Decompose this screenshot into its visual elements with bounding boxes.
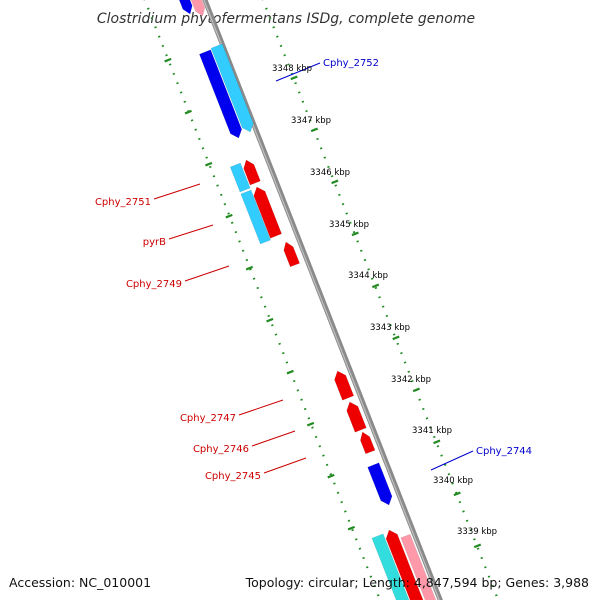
scale-label: 3343 kbp: [370, 323, 410, 333]
gene-bottom-pink[interactable]: [400, 533, 443, 600]
gene-label-leader: [430, 450, 474, 471]
gene-label-leader: [275, 62, 321, 82]
gene-pyrb-light[interactable]: [240, 189, 271, 245]
outer-ruler-tick: [473, 543, 482, 549]
gene-labels: Cphy_2752 Cphy_2751 pyrB Cphy_2749 Cphy_2747…: [95, 58, 532, 482]
outer-ruler-tick: [433, 439, 441, 445]
outer-ruler-tick: [453, 491, 461, 497]
gene-label[interactable]: Cphy_2746: [193, 444, 249, 455]
scale-label: 3342 kbp: [391, 375, 431, 385]
inner-ruler-tick: [266, 317, 274, 323]
inner-ruler-tick: [306, 421, 315, 427]
gene-top-forward[interactable]: [168, 0, 193, 15]
gene-label[interactable]: Cphy_2749: [126, 279, 182, 290]
inner-ruler-tick: [347, 525, 356, 531]
gene-label-leader: [238, 399, 284, 416]
inner-ruler-tick: [205, 161, 213, 167]
scale-label: 3347 kbp: [291, 116, 331, 126]
map-title: Clostridium phytofermentans ISDg, comple…: [97, 11, 475, 27]
gene-label[interactable]: Cphy_2744: [476, 446, 532, 457]
gene-label-leader: [168, 224, 214, 240]
gene-bottom-red[interactable]: [385, 529, 430, 600]
gene-label-leader: [153, 183, 201, 200]
scale-label: 3339 kbp: [457, 527, 497, 537]
outer-ruler-tick: [412, 387, 421, 393]
outer-ruler-tick: [310, 127, 319, 133]
gene-label-leader: [251, 430, 296, 447]
outer-ruler-tick: [371, 283, 380, 289]
outer-ruler-tick: [392, 335, 400, 341]
gene-label[interactable]: Cphy_2747: [180, 413, 236, 424]
inner-ruler-tick: [164, 57, 172, 63]
outer-ruler-tick: [351, 231, 359, 237]
outer-ruler-tick: [331, 179, 339, 185]
gene-cphy-2745[interactable]: [360, 431, 376, 455]
inner-ruler-tick: [225, 213, 233, 219]
scale-labels: 3348 kbp 3347 kbp 3346 kbp 3345 kbp 3344 kbp…: [272, 64, 497, 537]
gene-cphy-2744[interactable]: [367, 462, 393, 506]
outer-ruler-line: [261, 0, 500, 600]
scale-label: 3341 kbp: [412, 426, 452, 436]
topology-text: Topology: circular; Length: 4,847,594 bp…: [245, 575, 589, 590]
scale-label: 3348 kbp: [272, 64, 312, 74]
inner-ruler-tick: [184, 109, 192, 115]
gene-label[interactable]: Cphy_2751: [95, 197, 151, 208]
gene-cphy-2749[interactable]: [283, 241, 300, 268]
gene-features: [168, 0, 443, 600]
outer-ruler-tick: [290, 75, 298, 81]
accession-text: Accession: NC_010001: [9, 575, 152, 590]
inner-ruler-tick: [286, 369, 294, 375]
gene-pyrb[interactable]: [253, 186, 282, 239]
gene-cphy-2751-light[interactable]: [229, 162, 251, 193]
backbone-line: [202, 0, 443, 600]
gene-label[interactable]: Cphy_2745: [205, 471, 261, 482]
inner-ruler-tick: [245, 265, 254, 271]
gene-top-pink[interactable]: [180, 0, 206, 17]
scale-label: 3340 kbp: [433, 476, 473, 486]
inner-ruler-tick: [327, 473, 335, 479]
gene-label[interactable]: pyrB: [143, 237, 166, 248]
scale-label: 3346 kbp: [310, 168, 350, 178]
gene-label[interactable]: Cphy_2752: [323, 58, 379, 69]
gene-cphy-2746[interactable]: [346, 401, 367, 433]
gene-cphy-2752-light[interactable]: [210, 43, 254, 133]
scale-rulers: [143, 0, 500, 600]
gene-cphy-2747[interactable]: [334, 370, 355, 401]
gene-bottom-teal[interactable]: [371, 533, 416, 600]
gene-label-leader: [263, 457, 307, 474]
gene-cphy-2751[interactable]: [243, 159, 261, 186]
scale-label: 3345 kbp: [329, 220, 369, 230]
inner-ruler-line: [143, 0, 382, 600]
gene-label-leader: [184, 265, 230, 282]
scale-label: 3344 kbp: [348, 271, 388, 281]
gene-cphy-2752-dark[interactable]: [199, 49, 242, 139]
